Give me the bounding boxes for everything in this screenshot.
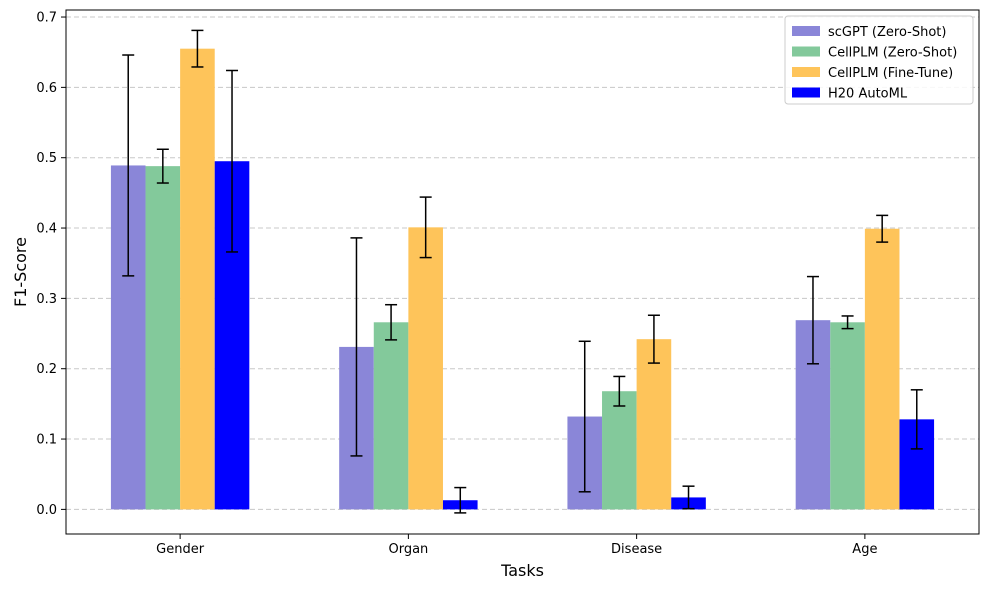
y-tick-label: 0.1 [36,433,57,448]
bar-groups [110,48,935,510]
x-axis-title: Tasks [500,561,544,580]
x-tick-label: Organ [388,542,428,557]
bar [145,166,181,510]
y-axis-title: F1-Score [11,237,30,307]
bar [636,339,672,510]
error-bars [122,29,923,514]
y-tick-label: 0.7 [36,11,57,26]
x-tick-label: Age [852,542,877,557]
legend-box [784,15,974,105]
y-tick-label: 0.6 [36,81,57,96]
bar [408,227,443,510]
y-tick-label: 0.4 [36,222,57,237]
y-tick-label: 0.3 [36,292,57,307]
y-tick-label: 0.2 [36,362,57,377]
legend-label: H20 AutoML [828,87,908,102]
y-tick-label: 0.5 [36,151,57,166]
y-axis-ticks: 0.0 0.1 0.2 0.3 0.4 0.5 0.6 0.7 [36,11,66,518]
y-tick-label: 0.0 [36,503,57,518]
legend-label: CellPLM (Zero-Shot) [828,46,957,61]
legend-label: scGPT (Zero-Shot) [828,25,946,40]
x-tick-label: Gender [156,542,205,557]
legend-swatch [792,67,820,77]
bar [864,228,900,510]
x-tick-label: Disease [611,542,662,557]
plot-frame [65,9,980,535]
legend-label: CellPLM (Fine-Tune) [828,66,953,81]
legend-swatch [792,26,820,36]
bar [180,48,215,510]
bar [602,391,637,510]
x-axis-ticks: Gender Organ Disease Age [156,534,877,557]
legend: scGPT (Zero-Shot) CellPLM (Zero-Shot) Cell… [784,15,974,105]
bar [830,322,865,510]
legend-swatch [792,87,820,98]
legend-swatch [792,46,820,57]
bar [373,322,409,510]
